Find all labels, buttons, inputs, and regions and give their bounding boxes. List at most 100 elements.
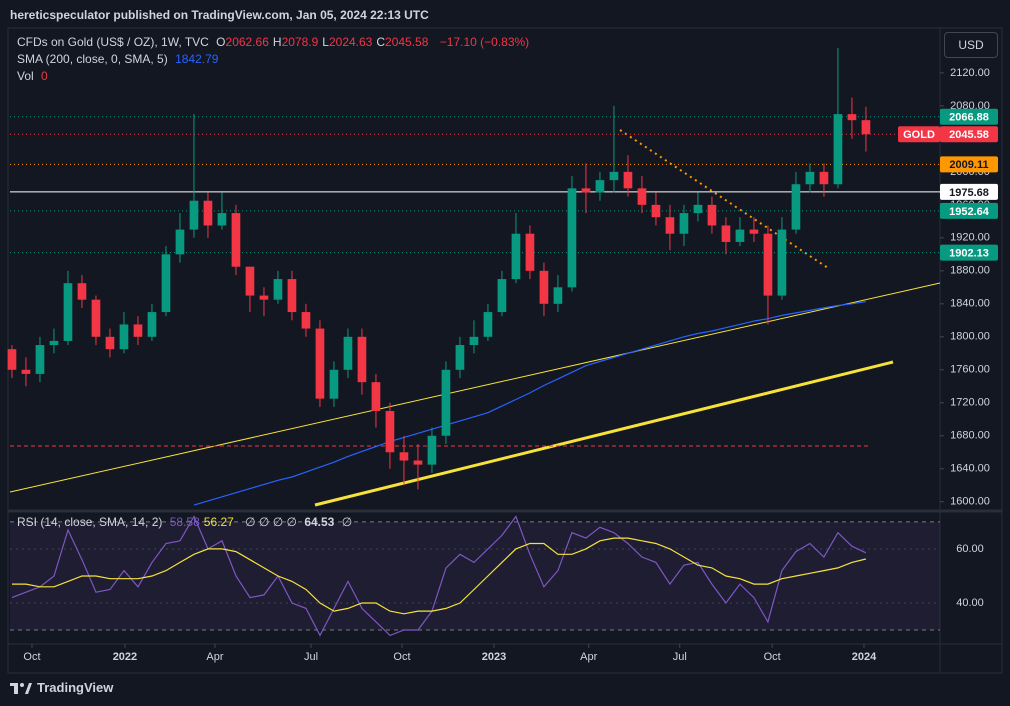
candle-body [147,312,157,337]
y-tick-label: 1600.00 [950,496,990,508]
candle-body [287,279,297,313]
ohlc: O2062.66 H2078.9 L2024.63 C2045.58 [216,35,432,49]
sma-label: SMA (200, close, 0, SMA, 5) [17,52,168,66]
candle-body [861,120,871,135]
candle-body [567,188,577,288]
price-label-box [940,183,998,200]
logo [10,682,32,694]
y-tick-label: 1680.00 [950,430,990,442]
candle-body [665,217,675,234]
candle-body [231,213,241,267]
change: −17.10 (−0.83%) [439,35,530,49]
candle-body [735,229,745,242]
candle-body [539,270,549,304]
x-tick-label: 2022 [113,651,137,663]
rsi-tick-label: 60.00 [956,543,984,555]
price-label-box [940,156,998,173]
candle-body [441,369,451,436]
candle-body [63,283,73,341]
x-tick-label: Oct [764,651,781,663]
brand: TradingView [37,680,114,695]
price-label-box [940,108,998,125]
price-label-box [940,244,998,261]
x-tick-label: Jul [304,651,318,663]
y-tick-label: 2120.00 [950,67,990,79]
y-tick-label: 1840.00 [950,298,990,310]
rsi-value: 58.58 [169,515,200,529]
x-tick-label: Oct [23,651,40,663]
price-labels: 2066.88 2045.58 GOLD 2009.11 1975.68 1952.64 1… [898,108,998,261]
candle-body [581,188,591,193]
rsi-line [11,515,867,637]
candle-body [777,229,787,296]
candle-body [105,336,115,350]
candle-body [749,229,759,234]
candle-body [791,184,801,230]
candle-body [133,324,143,337]
candle-body [77,283,87,300]
candle-body [595,180,605,193]
candle-body [651,204,661,218]
candle-body [721,225,731,242]
candle-body [525,233,535,271]
candle-body [35,345,45,374]
symbol-label-box [898,126,940,143]
x-tick-label: Apr [580,651,597,663]
sma-line [193,300,866,506]
y-tick-label: 1720.00 [950,397,990,409]
ohlc-label: C [376,35,386,49]
candle-body [91,299,101,337]
sma-legend: SMA (200, close, 0, SMA, 5) 1842.79 [17,52,222,66]
candle-body [637,188,647,205]
candle-body [329,369,339,399]
rsi-extra-mark: ∅ [341,515,353,529]
symbol-label: GOLD [903,129,935,141]
candle-body [21,369,31,374]
rsi-values: 58.58 56.27 [170,515,238,529]
candle-body [497,279,507,313]
ohlc-label: H [272,35,282,49]
candle-body [371,382,381,412]
candle-body [175,229,185,255]
candle-body [819,171,829,185]
candle-body [707,204,717,226]
rsi-legend: RSI (14, close, SMA, 14, 2) 58.58 56.27 ∅… [17,515,356,529]
ohlc-value: 2045.58 [385,35,429,49]
candle-body [455,345,465,370]
drawings [9,116,941,507]
x-tick-label: Jul [673,651,687,663]
candle-body [7,349,17,370]
candle-body [119,324,129,350]
price-label: 1902.13 [949,247,989,259]
candle-body [343,336,353,370]
sma-value: 1842.79 [175,52,219,66]
candle-body [553,287,563,304]
price-label: 1952.64 [949,206,990,218]
candle-body [763,233,773,296]
y-tick-label: 1920.00 [950,232,990,244]
x-tick-label: Apr [206,651,223,663]
ohlc-label: L [322,35,329,49]
candle-body [805,171,815,185]
ohlc-value: 2078.9 [281,35,319,49]
symbol-legend: CFDs on Gold (US$ / OZ), 1W, TVC O2062.6… [17,35,533,49]
ohlc-value: 2024.63 [328,35,373,49]
candle-body [189,200,199,230]
x-tick-label: 2023 [482,651,506,663]
vol-label: Vol [17,69,34,83]
ohlc-label: O [216,35,226,49]
candle-body [161,254,171,313]
rsi-value: 56.27 [203,515,234,529]
currency-button[interactable]: USD [944,32,998,58]
rsi-empty: ∅ ∅ ∅ ∅ [245,515,297,529]
candle-body [413,460,423,465]
price-label: 2009.11 [949,159,988,171]
y-tick-label: 1760.00 [950,364,990,376]
candle-body [679,213,689,234]
price-label: 1975.68 [949,187,989,199]
price-label: 2066.88 [949,112,989,124]
candle-body [49,340,59,346]
candle-body [385,411,395,453]
price-label-box [940,126,998,143]
